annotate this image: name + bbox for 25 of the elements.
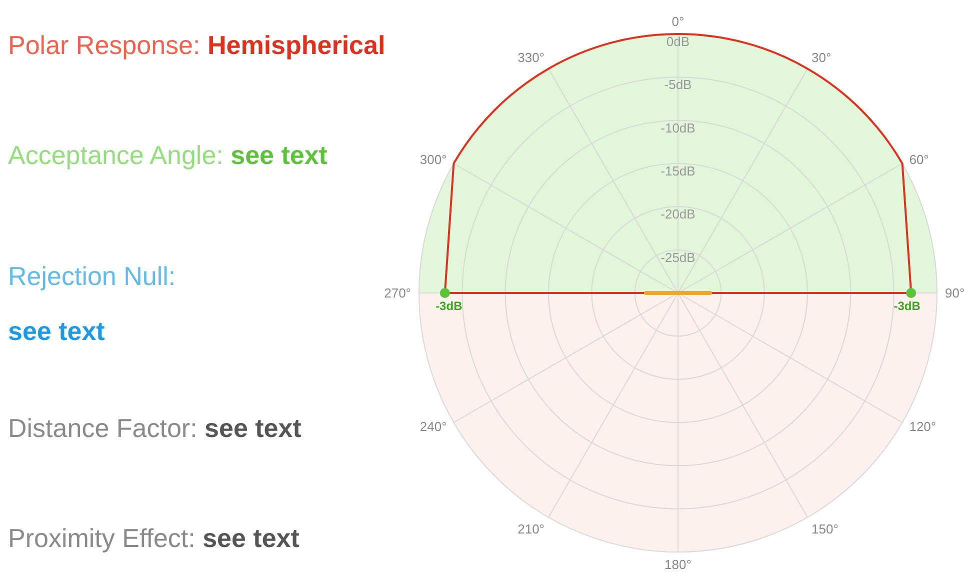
spoke-label: 210° (518, 521, 544, 536)
spoke-label: 330° (518, 50, 544, 65)
text: Distance Factor: see text (8, 413, 302, 443)
spoke-label: 180° (664, 557, 692, 572)
y-tick-label: -10dB (660, 120, 696, 136)
data-label: -3dB (436, 299, 463, 313)
y-tick-label: -5dB (664, 77, 692, 92)
spoke-label: 120° (909, 419, 936, 434)
text: Proximity Effect: see text (8, 523, 300, 553)
text: Polar Response: Hemispherical (8, 30, 386, 60)
spoke-label: 60° (909, 152, 929, 168)
data-label: -3dB (894, 299, 921, 313)
spoke-label: 240° (420, 419, 447, 434)
y-tick-label: -15dB (660, 164, 696, 178)
spoke-label: 150° (812, 521, 838, 536)
text: Rejection Null: see text (8, 261, 176, 346)
y-tick-label: -25dB (660, 250, 696, 265)
text: Acceptance Angle: see text (8, 140, 328, 170)
spoke-label: 90° (945, 286, 965, 301)
y-tick-label: -20dB (660, 206, 696, 222)
spoke-label: 30° (812, 50, 832, 65)
y-tick-label: 0dB (666, 34, 690, 49)
spoke-label: 300° (420, 152, 447, 168)
spoke-label: 270° (384, 286, 411, 301)
spoke-label: 0° (672, 14, 684, 29)
